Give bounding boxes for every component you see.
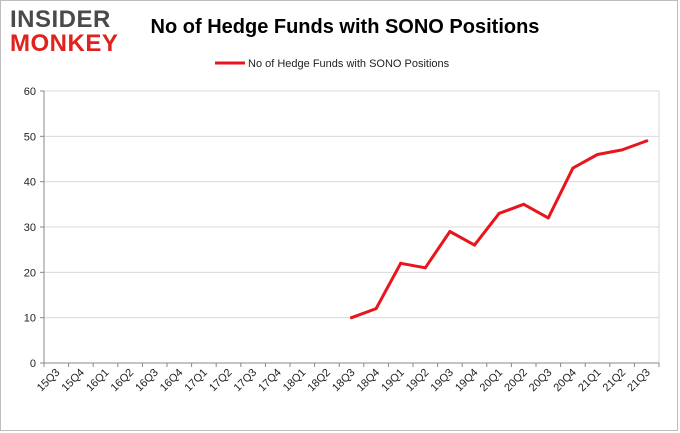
legend: No of Hedge Funds with SONO Positions	[215, 58, 450, 70]
y-tick-label-40: 40	[24, 177, 36, 189]
x-tick-label-19Q2: 19Q2	[404, 367, 432, 395]
series-layer	[350, 139, 649, 320]
x-tick-label-18Q1: 18Q1	[281, 367, 309, 395]
x-tick-label-20Q2: 20Q2	[502, 367, 530, 395]
x-tick-label-15Q4: 15Q4	[59, 367, 87, 395]
data-point-19Q2	[423, 266, 427, 270]
data-point-20Q2	[522, 202, 526, 206]
x-tick-label-17Q2: 17Q2	[207, 367, 235, 395]
x-tick-label-15Q3: 15Q3	[35, 367, 63, 395]
x-tick-label-16Q2: 16Q2	[109, 367, 137, 395]
logo-line-2: MONKEY	[10, 30, 119, 57]
data-point-20Q4	[571, 166, 575, 170]
x-tick-label-21Q3: 21Q3	[625, 367, 653, 395]
legend-label: No of Hedge Funds with SONO Positions	[248, 58, 450, 70]
x-tick-label-17Q1: 17Q1	[182, 367, 210, 395]
x-tick-label-19Q1: 19Q1	[379, 367, 407, 395]
data-point-19Q4	[473, 243, 476, 247]
x-tick-label-21Q1: 21Q1	[576, 367, 604, 395]
data-point-21Q2	[620, 148, 624, 152]
chart-title: No of Hedge Funds with SONO Positions	[150, 16, 540, 38]
y-tick-label-20: 20	[24, 267, 36, 279]
data-point-19Q1	[399, 261, 403, 265]
x-tick-label-20Q3: 20Q3	[527, 367, 555, 395]
grid-lines	[44, 90, 660, 363]
series-line-0	[350, 139, 649, 320]
insider-monkey-logo: INSIDER MONKEY	[10, 8, 130, 58]
x-tick-label-20Q4: 20Q4	[551, 367, 579, 395]
data-point-20Q3	[546, 216, 550, 220]
x-tick-labels: 15Q315Q416Q116Q216Q316Q417Q117Q217Q317Q4…	[35, 367, 653, 395]
x-tick-label-21Q2: 21Q2	[601, 367, 629, 395]
x-tick-label-19Q4: 19Q4	[453, 367, 481, 395]
y-tick-label-60: 60	[24, 86, 36, 98]
x-tick-label-19Q3: 19Q3	[428, 367, 456, 395]
x-tick-label-16Q3: 16Q3	[133, 367, 161, 395]
x-tick-label-18Q4: 18Q4	[355, 367, 383, 395]
y-tick-label-30: 30	[24, 222, 36, 234]
data-point-18Q4	[374, 307, 378, 311]
data-point-19Q3	[448, 230, 452, 234]
x-tick-label-18Q3: 18Q3	[330, 367, 358, 395]
x-tick-label-17Q4: 17Q4	[256, 367, 284, 395]
y-tick-labels: 0 10 20 30 40 50 60	[24, 86, 36, 370]
data-point-21Q3	[645, 139, 649, 143]
x-tick-label-16Q4: 16Q4	[158, 367, 186, 395]
x-tick-label-20Q1: 20Q1	[478, 367, 506, 395]
data-point-21Q1	[596, 152, 599, 156]
x-tick-label-18Q2: 18Q2	[305, 367, 333, 395]
y-tick-label-10: 10	[24, 313, 36, 325]
x-tick-label-16Q1: 16Q1	[84, 367, 112, 395]
data-point-18Q3	[350, 316, 353, 320]
axes	[40, 90, 660, 367]
x-tick-label-17Q3: 17Q3	[232, 367, 260, 395]
y-tick-label-0: 0	[30, 358, 36, 370]
y-tick-label-50: 50	[24, 131, 36, 143]
data-point-20Q1	[497, 211, 501, 215]
logo-line-1: INSIDER	[10, 6, 111, 33]
